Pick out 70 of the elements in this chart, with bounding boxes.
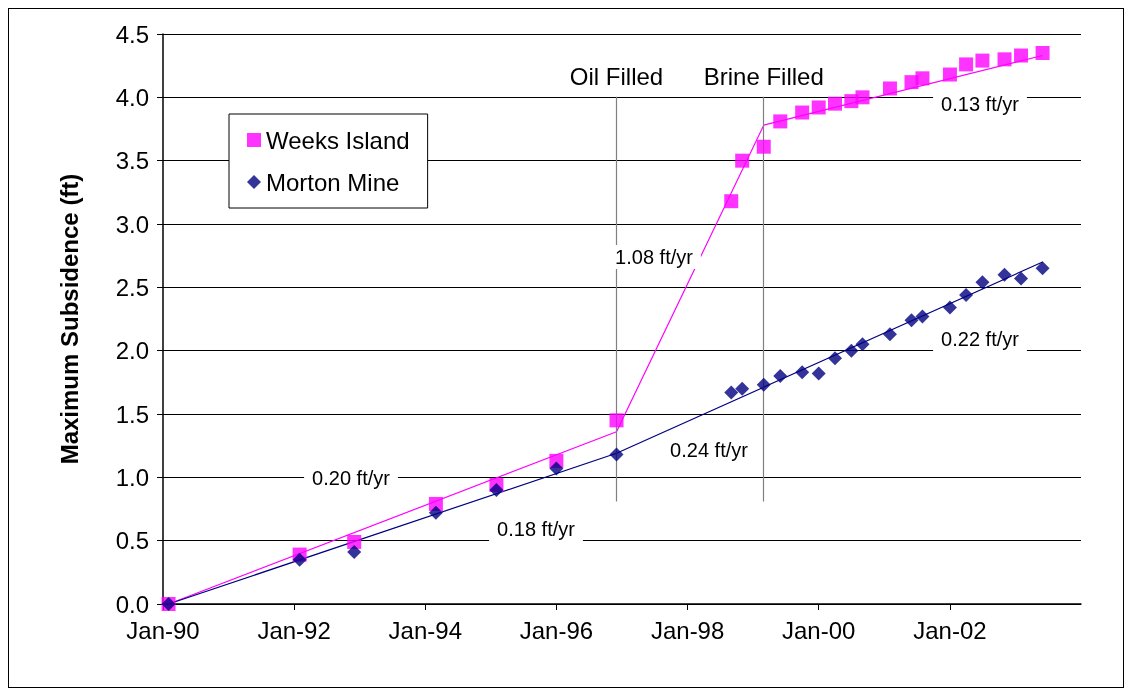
point bbox=[959, 287, 974, 302]
legend-label: Weeks Island bbox=[266, 126, 410, 154]
point bbox=[844, 343, 859, 358]
point bbox=[795, 105, 810, 120]
x-tick-label: Jan-92 bbox=[257, 616, 331, 644]
x-tick-label: Jan-94 bbox=[388, 616, 463, 644]
point bbox=[1035, 46, 1050, 60]
point bbox=[549, 461, 564, 476]
point bbox=[773, 369, 788, 383]
point bbox=[609, 413, 624, 428]
point bbox=[882, 81, 897, 96]
point bbox=[347, 534, 362, 549]
y-tick-label: 4.0 bbox=[115, 83, 149, 111]
point bbox=[942, 67, 957, 82]
annotation: 0.18 ft/yr bbox=[497, 518, 576, 540]
annotation: 0.13 ft/yr bbox=[941, 93, 1020, 115]
point bbox=[959, 57, 974, 72]
x-tick-label: Jan-02 bbox=[913, 616, 987, 644]
point bbox=[882, 327, 897, 342]
legend-label: Morton Mine bbox=[266, 168, 400, 196]
point bbox=[1035, 261, 1050, 276]
ref-line-label: Brine Filled bbox=[703, 63, 824, 91]
point bbox=[828, 96, 843, 111]
y-tick-label: 0.0 bbox=[115, 590, 149, 618]
x-tick-label: Jan-96 bbox=[519, 616, 594, 644]
point bbox=[828, 351, 843, 366]
annotation: 0.20 ft/yr bbox=[312, 467, 391, 489]
x-tick-label: Jan-98 bbox=[650, 616, 725, 644]
point bbox=[1014, 48, 1029, 63]
point bbox=[975, 53, 990, 68]
point bbox=[855, 337, 870, 352]
point bbox=[735, 381, 750, 396]
annotation: 0.24 ft/yr bbox=[670, 439, 749, 461]
x-tick-label: Jan-00 bbox=[781, 616, 856, 644]
point bbox=[1014, 271, 1029, 286]
y-tick-label: 4.5 bbox=[115, 20, 149, 48]
y-tick-label: 1.5 bbox=[115, 400, 149, 428]
point bbox=[975, 275, 990, 290]
point bbox=[735, 153, 750, 168]
point bbox=[811, 366, 826, 381]
point bbox=[915, 71, 930, 86]
point bbox=[428, 505, 443, 520]
x-tick-label: Jan-90 bbox=[126, 616, 200, 644]
point bbox=[855, 90, 870, 105]
annotation: 0.22 ft/yr bbox=[941, 328, 1020, 350]
point bbox=[942, 300, 957, 315]
point bbox=[292, 552, 307, 567]
point bbox=[795, 365, 810, 380]
ref-line-label: Oil Filled bbox=[569, 63, 664, 91]
point bbox=[773, 114, 788, 129]
point bbox=[609, 447, 624, 462]
annotation: 1.08 ft/yr bbox=[615, 246, 694, 268]
point bbox=[997, 52, 1012, 67]
point bbox=[756, 377, 771, 392]
point bbox=[997, 267, 1012, 282]
y-tick-label: 3.5 bbox=[115, 147, 149, 175]
y-axis-title: Maximum Subsidence (ft) bbox=[55, 173, 83, 465]
y-tick-label: 1.0 bbox=[115, 463, 149, 491]
y-tick-label: 2.0 bbox=[115, 337, 149, 365]
point bbox=[489, 483, 504, 497]
point bbox=[724, 194, 739, 209]
point bbox=[811, 100, 826, 115]
y-tick-label: 2.5 bbox=[115, 273, 149, 301]
point bbox=[347, 545, 362, 560]
point bbox=[724, 385, 739, 400]
y-tick-label: 3.0 bbox=[115, 210, 149, 238]
y-tick-label: 0.5 bbox=[115, 527, 149, 555]
point bbox=[756, 139, 771, 154]
point bbox=[904, 313, 919, 328]
point bbox=[915, 309, 930, 324]
